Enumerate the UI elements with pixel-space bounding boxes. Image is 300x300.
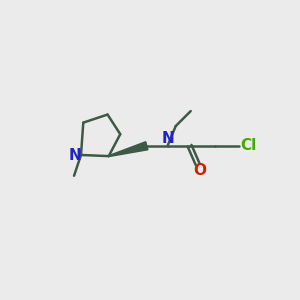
Text: N: N bbox=[69, 148, 82, 163]
Text: Cl: Cl bbox=[240, 138, 256, 153]
Text: N: N bbox=[161, 131, 174, 146]
Polygon shape bbox=[109, 142, 148, 157]
Text: O: O bbox=[193, 163, 206, 178]
